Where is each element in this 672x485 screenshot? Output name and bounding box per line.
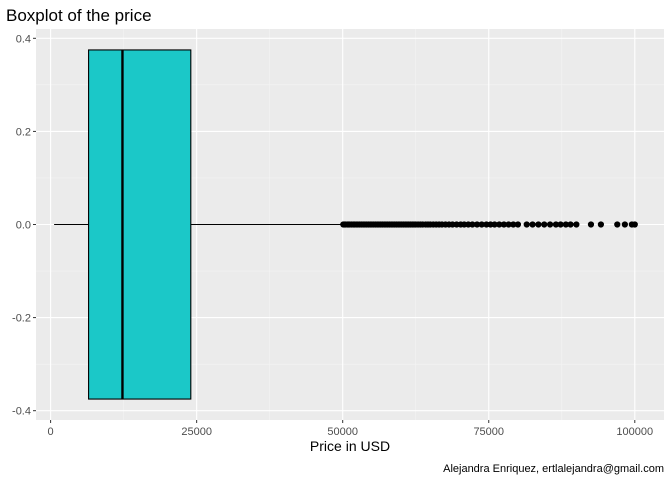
outlier-point bbox=[500, 221, 508, 228]
outlier-points bbox=[340, 221, 638, 228]
chart-title: Boxplot of the price bbox=[6, 6, 152, 25]
outlier-point bbox=[573, 221, 580, 228]
outlier-point bbox=[557, 221, 564, 228]
outlier-point bbox=[541, 221, 548, 228]
y-tick-label: -0.2 bbox=[12, 313, 31, 325]
box bbox=[88, 49, 192, 400]
x-tick-label: 0 bbox=[48, 426, 54, 438]
outlier-point bbox=[546, 221, 554, 228]
x-tick-label: 25000 bbox=[181, 426, 212, 438]
outlier-point bbox=[505, 221, 512, 228]
outlier-point bbox=[491, 221, 498, 228]
outlier-point bbox=[621, 221, 628, 228]
outlier-point bbox=[514, 221, 522, 228]
axes: 0 25000 50000 75000 100000 -0.4 -0.2 0.0 0.2 0.4 bbox=[12, 33, 653, 438]
outlier-point bbox=[478, 221, 485, 228]
outlier-point bbox=[496, 221, 503, 228]
outlier-point bbox=[562, 221, 569, 228]
y-tick-label: 0.0 bbox=[16, 220, 31, 232]
outlier-point bbox=[552, 221, 560, 228]
x-tick-label: 75000 bbox=[473, 426, 504, 438]
outlier-point bbox=[567, 221, 574, 228]
outlier-point bbox=[510, 221, 517, 228]
outlier-point bbox=[523, 221, 530, 228]
outlier-point bbox=[529, 221, 536, 228]
y-tick-label: -0.4 bbox=[12, 406, 31, 418]
y-tick-label: 0.2 bbox=[16, 126, 31, 138]
x-tick-label: 50000 bbox=[327, 426, 358, 438]
interquartile-box bbox=[88, 49, 192, 400]
x-axis-title: Price in USD bbox=[310, 438, 390, 454]
chart-caption: Alejandra Enriquez, ertlalejandra@gmail.… bbox=[443, 463, 664, 475]
x-tick-label: 100000 bbox=[616, 426, 653, 438]
outlier-point bbox=[535, 221, 542, 228]
outlier-point bbox=[631, 221, 638, 228]
outlier-point bbox=[469, 221, 476, 228]
outlier-point bbox=[614, 221, 621, 228]
y-tick-label: 0.4 bbox=[16, 33, 31, 45]
outlier-point bbox=[597, 221, 605, 228]
outlier-point bbox=[473, 221, 481, 228]
outlier-point bbox=[587, 221, 595, 228]
